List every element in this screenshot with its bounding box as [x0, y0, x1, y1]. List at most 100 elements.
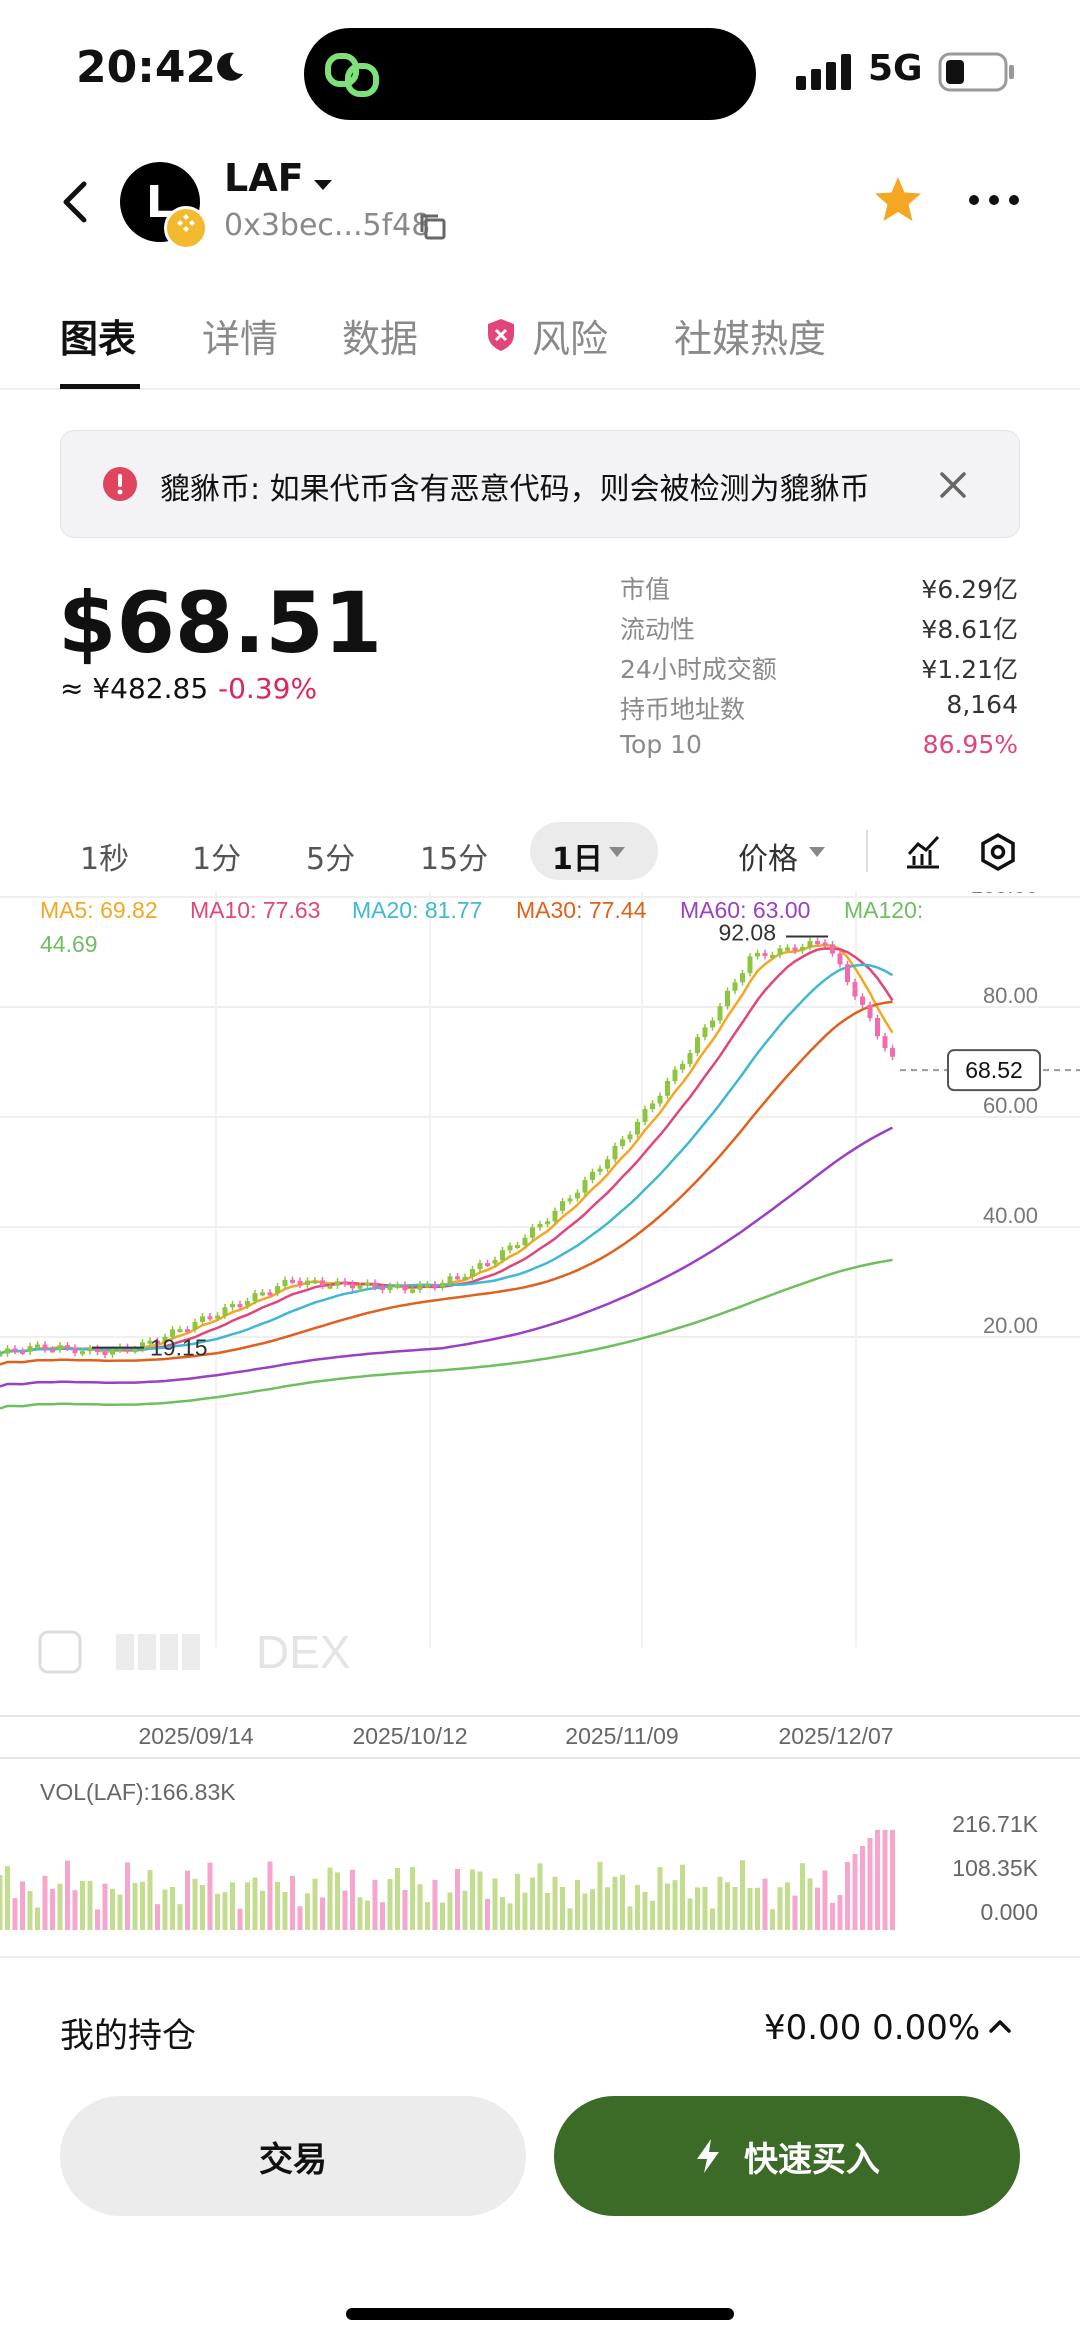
- tab-chart[interactable]: 图表: [60, 317, 137, 361]
- volume-tick-label: 0.000: [980, 1899, 1038, 1925]
- timeframe-1d-pill[interactable]: [530, 822, 658, 880]
- candle-body: [350, 1283, 355, 1289]
- candle-body: [155, 1340, 160, 1344]
- candle-body: [875, 1018, 880, 1037]
- volume-bar: [50, 1888, 55, 1930]
- indicator-icon[interactable]: [904, 832, 942, 870]
- watermark-logo-block: [116, 1634, 134, 1670]
- candle-body: [680, 1063, 685, 1070]
- volume-bar: [0, 1875, 3, 1930]
- caret-down-icon[interactable]: [808, 846, 826, 858]
- candle-body: [387, 1285, 393, 1290]
- volume-bar: [335, 1872, 340, 1930]
- volume-bar: [357, 1897, 363, 1930]
- candle-body: [590, 1171, 595, 1181]
- candle-body: [665, 1080, 670, 1096]
- timeframe-15m[interactable]: 15分: [420, 842, 489, 877]
- volume-bar: [800, 1863, 805, 1930]
- volume-bar: [207, 1862, 213, 1930]
- y-tick-label: 60.00: [983, 1093, 1038, 1118]
- candle-body: [642, 1109, 648, 1122]
- tab-risk[interactable]: 风险: [532, 317, 609, 361]
- volume-bar: [305, 1893, 310, 1930]
- candle-body: [447, 1276, 453, 1283]
- stat-value-liquidity: ¥8.61亿: [921, 615, 1018, 644]
- volume-bar: [95, 1909, 100, 1930]
- quick-buy-button[interactable]: 快速买入: [554, 2096, 1020, 2216]
- volume-bar: [447, 1892, 453, 1930]
- candle-body: [185, 1329, 190, 1333]
- volume-bar: [845, 1862, 850, 1930]
- volume-bar: [440, 1902, 445, 1930]
- token-name[interactable]: LAF: [224, 156, 304, 200]
- timeframe-1d[interactable]: 1日: [552, 842, 603, 877]
- candle-body: [192, 1321, 198, 1330]
- candle-body: [815, 941, 820, 945]
- volume-bar: [627, 1906, 633, 1930]
- candle-body: [297, 1280, 303, 1285]
- ma-legend-item: 44.69: [40, 931, 98, 957]
- candle-body: [522, 1237, 528, 1246]
- volume-tick-label: 108.35K: [952, 1855, 1038, 1881]
- tab-details[interactable]: 详情: [202, 317, 279, 361]
- candle-body: [417, 1284, 423, 1290]
- holding-label: 我的持仓: [60, 2016, 196, 2056]
- volume-bar: [230, 1882, 235, 1930]
- candle-body: [245, 1301, 250, 1306]
- candle-body: [200, 1316, 205, 1322]
- volume-bar: [582, 1893, 588, 1930]
- tab-data[interactable]: 数据: [342, 317, 419, 361]
- volume-bar: [402, 1889, 408, 1930]
- candle-body: [620, 1139, 625, 1146]
- volume-bar: [890, 1830, 895, 1930]
- timeframe-1s[interactable]: 1秒: [80, 842, 130, 877]
- candle-body: [740, 973, 745, 983]
- volume-bar: [35, 1907, 40, 1930]
- candle-body: [732, 982, 738, 991]
- stat-label-liquidity: 流动性: [620, 615, 696, 644]
- volume-bar: [785, 1882, 790, 1930]
- candle-body: [102, 1351, 108, 1355]
- candle-body: [687, 1052, 693, 1064]
- price-type-dropdown[interactable]: 价格: [738, 842, 798, 877]
- volume-bar: [215, 1893, 220, 1930]
- volume-bar: [507, 1903, 513, 1930]
- chart-settings-icon[interactable]: [978, 832, 1018, 872]
- toolbar-divider: [866, 830, 868, 872]
- candle-body: [57, 1345, 63, 1350]
- candle-body: [747, 956, 753, 974]
- candle-body: [140, 1342, 145, 1350]
- volume-bar: [282, 1891, 288, 1930]
- timeframe-1m[interactable]: 1分: [192, 842, 242, 877]
- candle-body: [537, 1224, 543, 1228]
- volume-bar: [365, 1900, 370, 1930]
- high-price-label: 92.08: [718, 920, 776, 946]
- volume-bar: [380, 1902, 385, 1930]
- copy-icon[interactable]: [416, 210, 448, 242]
- candle-body: [822, 942, 828, 946]
- timeframe-5m[interactable]: 5分: [306, 842, 356, 877]
- chevron-up-icon[interactable]: [988, 2018, 1012, 2034]
- back-icon[interactable]: [56, 178, 92, 226]
- volume-bar: [155, 1904, 160, 1930]
- candle-body: [800, 946, 805, 951]
- candle-body: [80, 1351, 85, 1355]
- trade-button[interactable]: 交易: [60, 2096, 526, 2216]
- caret-down-icon[interactable]: [312, 178, 334, 192]
- caret-down-icon[interactable]: [608, 846, 626, 858]
- candle-body: [327, 1285, 333, 1289]
- candle-body: [282, 1279, 288, 1287]
- volume-bar: [875, 1830, 880, 1930]
- volume-bar: [132, 1882, 138, 1930]
- price-chart[interactable]: 100.00 80.00 60.00 40.00 20.00 MA5: 69.82 MA10…: [0, 892, 1080, 1958]
- close-icon[interactable]: [938, 470, 968, 500]
- candle-body: [725, 990, 730, 1007]
- tab-social[interactable]: 社媒热度: [674, 317, 827, 361]
- more-options-icon[interactable]: [966, 192, 1022, 208]
- volume-bar: [342, 1890, 348, 1930]
- volume-bar: [695, 1887, 700, 1930]
- candle-body: [290, 1279, 295, 1283]
- stat-value-volume-24h: ¥1.21亿: [921, 655, 1018, 684]
- volume-bar: [717, 1876, 723, 1930]
- favorite-star-icon[interactable]: [872, 174, 924, 226]
